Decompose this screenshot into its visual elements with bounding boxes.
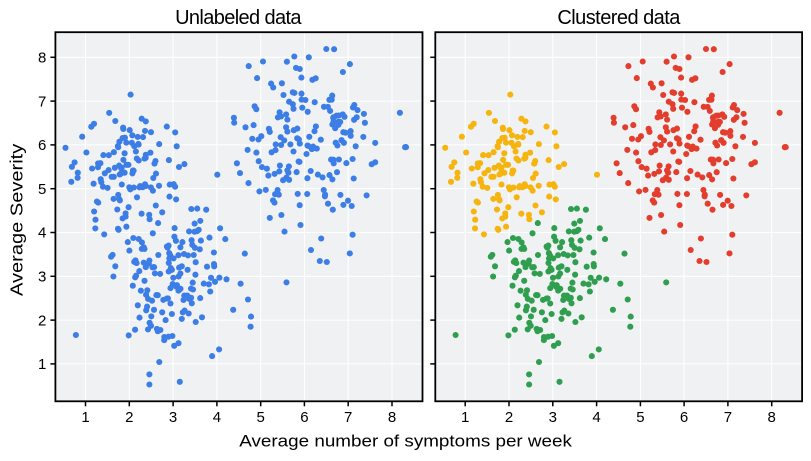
svg-text:5: 5 <box>38 181 46 198</box>
svg-text:8: 8 <box>768 409 776 426</box>
svg-text:4: 4 <box>592 409 600 426</box>
svg-text:Average Severity: Average Severity <box>7 143 27 296</box>
svg-text:1: 1 <box>38 356 46 373</box>
svg-text:1: 1 <box>461 409 469 426</box>
svg-text:Clustered data: Clustered data <box>557 7 681 29</box>
svg-text:3: 3 <box>549 409 557 426</box>
svg-text:4: 4 <box>213 409 221 426</box>
svg-text:1: 1 <box>81 409 89 426</box>
svg-text:2: 2 <box>505 409 513 426</box>
svg-text:6: 6 <box>38 137 46 154</box>
svg-text:6: 6 <box>680 409 688 426</box>
svg-text:4: 4 <box>38 225 46 242</box>
svg-text:5: 5 <box>257 409 265 426</box>
svg-text:Average number of symptoms per: Average number of symptoms per week <box>239 431 572 450</box>
svg-text:8: 8 <box>38 50 46 67</box>
svg-text:Unlabeled data: Unlabeled data <box>175 7 302 29</box>
svg-text:5: 5 <box>636 409 644 426</box>
svg-text:7: 7 <box>724 409 732 426</box>
svg-text:2: 2 <box>38 312 46 329</box>
svg-text:7: 7 <box>38 93 46 110</box>
svg-text:3: 3 <box>38 269 46 286</box>
svg-text:3: 3 <box>169 409 177 426</box>
svg-text:7: 7 <box>344 409 352 426</box>
svg-text:6: 6 <box>300 409 308 426</box>
svg-text:8: 8 <box>388 409 396 426</box>
svg-text:2: 2 <box>125 409 133 426</box>
